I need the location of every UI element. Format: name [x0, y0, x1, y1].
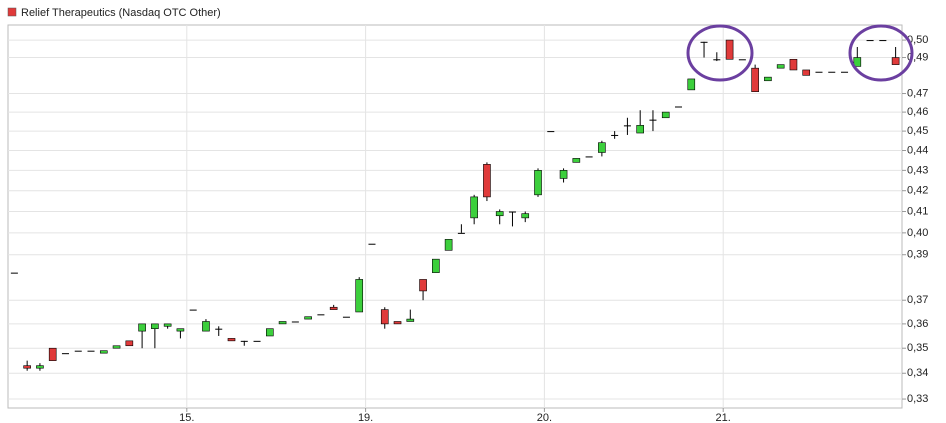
candle-body — [534, 170, 542, 196]
candle-body — [483, 164, 491, 198]
candle-body — [36, 365, 44, 369]
candle-body — [215, 328, 223, 330]
candle-body — [10, 272, 18, 274]
chart-title: Relief Therapeutics (Nasdaq OTC Other) — [21, 7, 221, 19]
candle-body — [828, 71, 836, 73]
candle-body — [227, 338, 236, 342]
candle-body — [853, 57, 862, 67]
y-tick-label: 0,47 — [907, 87, 928, 99]
candle-body — [99, 350, 108, 354]
candle-body — [176, 328, 185, 332]
highlight-circle — [686, 24, 754, 82]
y-tick-label: 0,39 — [907, 249, 928, 261]
candle-body — [815, 71, 823, 73]
candle-body — [649, 119, 657, 121]
candle-body — [240, 340, 248, 342]
y-tick-label: 0,45 — [907, 125, 928, 137]
candle-body — [661, 111, 670, 119]
candle-body — [317, 314, 325, 316]
candle-body — [189, 309, 197, 311]
candle-body — [866, 40, 874, 42]
candle-body — [112, 345, 121, 349]
candle-body — [87, 350, 95, 352]
candle-body — [23, 365, 31, 369]
candle-body — [891, 57, 900, 65]
candle-body — [674, 106, 683, 108]
candle-body — [432, 258, 440, 273]
legend-icon — [7, 7, 17, 17]
candle-body — [636, 125, 644, 134]
candle-body — [266, 328, 274, 337]
y-tick-label: 0,37 — [907, 294, 928, 306]
candle-body — [253, 340, 261, 342]
candle-body — [700, 41, 708, 43]
y-tick-label: 0,34 — [907, 367, 928, 379]
candle-body — [559, 170, 568, 179]
candle-body — [623, 125, 631, 127]
candle-body — [585, 156, 593, 158]
plot-border — [7, 24, 903, 409]
plot: 0,33 0,34 0,35 0,36 0,37 0,39 0,40 0,41 0,42 0,43… — [8, 25, 928, 423]
candle-body — [879, 40, 887, 42]
y-tick-label: 0,44 — [907, 144, 928, 156]
candle-body — [751, 67, 759, 92]
candle-body — [444, 239, 453, 251]
candle-body — [495, 211, 504, 217]
x-tick-label: 20. — [537, 412, 552, 423]
candle-body — [61, 353, 69, 355]
y-tick-label: 0,35 — [907, 342, 928, 354]
candle-body — [764, 76, 772, 82]
y-tick-label: 0,46 — [907, 106, 928, 118]
candle-body — [304, 316, 312, 320]
candle-body — [278, 321, 287, 325]
candle-body — [48, 347, 57, 361]
candle-body — [725, 39, 734, 60]
candle-body — [572, 158, 581, 163]
candle-body — [457, 232, 465, 234]
candle-body — [380, 309, 389, 325]
highlight-circle — [848, 24, 914, 82]
candle-body — [419, 279, 427, 292]
y-tick-label: 0,40 — [907, 227, 928, 239]
candle-body — [611, 134, 619, 136]
candle-body — [789, 58, 798, 71]
candle-body — [393, 321, 402, 325]
y-tick-label: 0,43 — [907, 164, 928, 176]
candle-body — [406, 318, 415, 322]
candle-body — [776, 64, 785, 69]
candle-body — [598, 142, 606, 153]
candle-body — [329, 306, 338, 310]
x-tick-label: 19. — [358, 412, 373, 423]
candle-body — [125, 340, 134, 347]
candle-body — [342, 316, 350, 318]
candle-body — [291, 321, 299, 323]
candle-body — [74, 350, 82, 352]
y-tick-label: 0,36 — [907, 318, 928, 330]
candle-body — [470, 196, 478, 219]
candle-body — [138, 323, 146, 332]
x-tick-label: 21. — [716, 412, 731, 423]
candle-body — [738, 59, 746, 61]
candle-body — [508, 211, 516, 213]
candle-body — [163, 323, 172, 327]
candle-body — [802, 69, 811, 76]
candle-body — [151, 323, 159, 329]
candle-body — [547, 131, 555, 133]
candle-body — [368, 243, 376, 245]
y-tick-label: 0,33 — [907, 393, 928, 405]
y-tick-label: 0,42 — [907, 185, 928, 197]
candle-body — [713, 59, 721, 61]
y-tick-label: 0,50 — [907, 34, 928, 46]
candle-body — [355, 279, 364, 313]
candle-body — [841, 71, 849, 73]
y-tick-label: 0,41 — [907, 205, 928, 217]
candle-body — [687, 78, 696, 91]
candle-body — [521, 213, 530, 219]
candle-body — [202, 321, 210, 332]
x-tick-label: 15. — [179, 412, 194, 423]
